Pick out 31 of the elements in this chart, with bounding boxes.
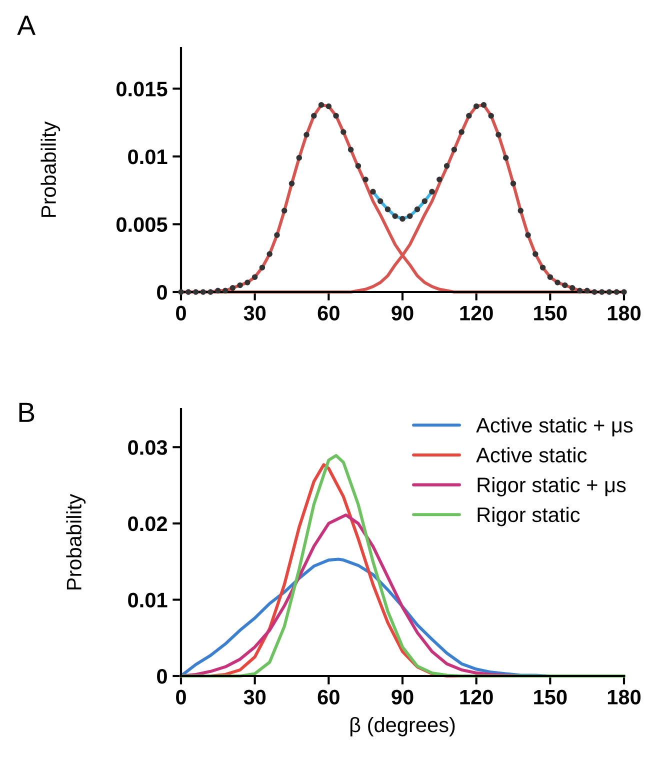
x-tick-label: 60 <box>318 690 340 704</box>
y-tick-label: 0.005 <box>116 217 168 232</box>
x-tick-label: 180 <box>608 306 641 320</box>
y-tick-label: 0.015 <box>116 82 168 96</box>
x-tick-label: 150 <box>534 690 567 704</box>
text: B <box>19 402 34 422</box>
legend-label: Rigor static <box>478 506 580 526</box>
x-axis-title: β (degrees) <box>350 716 455 736</box>
x-tick-label: 180 <box>608 690 641 704</box>
y-tick-label: 0.02 <box>128 516 167 532</box>
x-tick-label: 0 <box>176 690 186 704</box>
y-tick-label: 0.01 <box>128 592 168 608</box>
x-tick-label: 120 <box>460 690 493 704</box>
y-tick-label: 0 <box>157 669 167 684</box>
x-tick-label: 30 <box>244 690 266 705</box>
x-tick-label: 150 <box>534 306 567 320</box>
legend-label: Rigor static + μs <box>478 477 626 496</box>
x-tick-label: 30 <box>244 306 266 321</box>
y-tick-label: 0.03 <box>128 440 168 455</box>
legend-label: Active static <box>476 447 587 462</box>
x-tick-label: 90 <box>392 690 414 704</box>
x-tick-label: 120 <box>460 306 493 320</box>
x-tick-label: 90 <box>392 306 414 320</box>
y-tick-label: 0 <box>157 285 167 300</box>
legend-label: Active static + μs <box>476 417 633 436</box>
text: A <box>17 16 36 35</box>
x-tick-label: 0 <box>176 306 186 320</box>
y-axis-title: Probability <box>66 494 86 590</box>
y-axis-title: Probability <box>40 121 60 217</box>
y-tick-label: 0.01 <box>128 149 168 164</box>
x-tick-label: 60 <box>318 306 340 320</box>
